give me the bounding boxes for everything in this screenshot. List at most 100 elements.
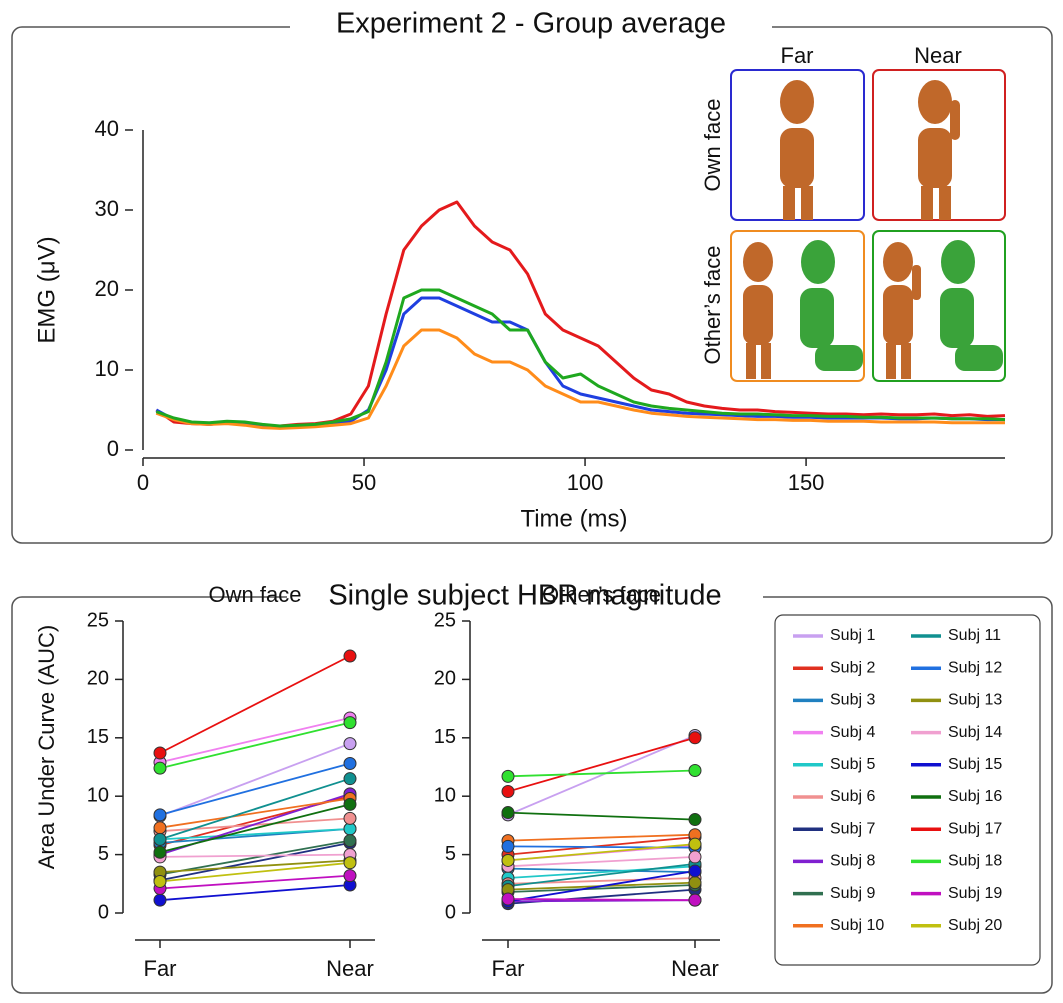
subject-line: [159, 842, 351, 882]
subject-line: [507, 843, 696, 862]
x-tick-label: 100: [567, 470, 604, 495]
y-tick-label: 10: [434, 784, 456, 806]
y-tick-label: 0: [107, 436, 119, 461]
subject-line: [507, 736, 696, 793]
legend-label: Subj 18: [948, 853, 1002, 870]
subject-line: [507, 867, 696, 873]
subject-line: [159, 853, 351, 858]
y-tick-label: 0: [98, 901, 109, 923]
subject-line: [507, 833, 696, 842]
x-tick-label: 150: [788, 470, 825, 495]
subject-line: [507, 898, 696, 902]
y-axis-label: Area Under Curve (AUC): [34, 625, 59, 870]
legend-label: Subj 2: [830, 659, 875, 676]
subject-point: [153, 746, 167, 760]
subject-point: [343, 869, 357, 883]
subject-line: [507, 863, 696, 887]
x-tick-label: Near: [671, 956, 719, 981]
y-tick-label: 40: [95, 116, 119, 141]
x-tick-label: Far: [144, 956, 177, 981]
subject-point: [343, 797, 357, 811]
subject-point: [153, 832, 167, 846]
subject-point: [343, 716, 357, 730]
subject-point: [153, 893, 167, 907]
y-tick-label: 10: [95, 356, 119, 381]
x-tick-label: 0: [137, 470, 149, 495]
subject-point: [153, 808, 167, 822]
legend-label: Subj 14: [948, 724, 1002, 741]
subject-point: [501, 806, 515, 820]
subject-line: [507, 734, 696, 816]
panel-title: Experiment 2 - Group average: [336, 8, 726, 40]
subject-line: [507, 769, 696, 778]
y-tick-label: 10: [87, 784, 109, 806]
legend-label: Subj 10: [830, 917, 884, 934]
y-tick-label: 15: [87, 726, 109, 748]
legend-label: Subj 4: [830, 724, 875, 741]
legend-label: Subj 7: [830, 820, 875, 837]
mannequin: [800, 240, 1003, 371]
subject-line: [159, 828, 351, 841]
x-tick-label: 50: [352, 470, 376, 495]
legend-label: Subj 3: [830, 692, 875, 709]
data-line: [155, 328, 1005, 430]
y-tick-label: 0: [445, 901, 456, 923]
mannequin: [743, 80, 960, 379]
y-tick-label: 15: [434, 726, 456, 748]
subject-point: [501, 785, 515, 799]
subject-point: [501, 769, 515, 783]
subject-line: [159, 884, 351, 902]
legend-label: Subj 8: [830, 853, 875, 870]
legend-label: Subj 6: [830, 788, 875, 805]
legend-label: Subj 11: [948, 627, 1001, 644]
legend-frame: [774, 614, 1041, 966]
legend-label: Subj 12: [948, 659, 1002, 676]
subject-point: [343, 756, 357, 770]
y-tick-label: 20: [95, 276, 119, 301]
subject-line: [159, 777, 351, 841]
subject-point: [688, 850, 702, 864]
subject-point: [343, 834, 357, 848]
subject-point: [153, 874, 167, 888]
subject-point: [153, 761, 167, 775]
legend-label: Subj 15: [948, 756, 1002, 773]
subject-line: [159, 859, 351, 873]
legend-label: Subj 16: [948, 788, 1002, 805]
legend-label: Subj 1: [830, 627, 875, 644]
title-bg: [287, 580, 763, 616]
chart-title: Own face: [209, 582, 302, 607]
subject-line: [507, 870, 696, 903]
y-tick-label: 5: [98, 843, 109, 865]
y-tick-label: 30: [95, 196, 119, 221]
subject-point: [343, 737, 357, 751]
subject-line: [159, 762, 351, 816]
inset-column-label: Far: [781, 43, 814, 68]
subject-point: [688, 731, 702, 745]
subject-point: [343, 649, 357, 663]
y-tick-label: 25: [434, 609, 456, 631]
subject-point: [688, 813, 702, 827]
subject-point: [688, 837, 702, 851]
subject-line: [159, 861, 351, 883]
subject-point: [501, 853, 515, 867]
subject-line: [159, 655, 351, 754]
panel-title: Single subject HBR magnitude: [328, 580, 721, 612]
subject-line: [159, 803, 351, 854]
y-tick-label: 5: [445, 843, 456, 865]
data-line: [155, 288, 1006, 428]
subject-point: [501, 839, 515, 853]
y-tick-label: 25: [87, 609, 109, 631]
legend-label: Subj 17: [948, 820, 1002, 837]
subject-point: [688, 764, 702, 778]
subject-line: [507, 811, 696, 821]
subject-line: [159, 839, 351, 876]
inset-row-label: Other’s face: [700, 245, 725, 364]
subject-point: [153, 845, 167, 859]
y-tick-label: 20: [434, 668, 456, 690]
legend-label: Subj 5: [830, 756, 875, 773]
subject-point: [343, 811, 357, 825]
subject-point: [153, 821, 167, 835]
x-axis-label: Time (ms): [520, 505, 627, 532]
subject-line: [159, 874, 351, 890]
